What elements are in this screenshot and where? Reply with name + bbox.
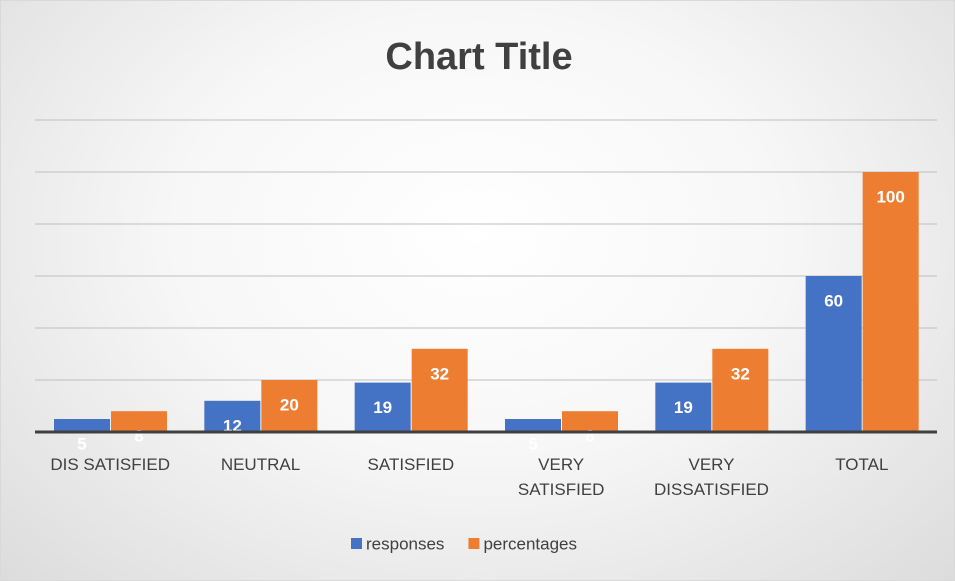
data-label: 8	[134, 427, 143, 446]
bar	[54, 419, 110, 432]
x-tick-label: SATISFIED	[367, 455, 455, 474]
bar	[261, 380, 318, 432]
legend-swatch	[468, 538, 480, 549]
legend-label: responses	[366, 534, 444, 553]
data-label: 5	[77, 434, 86, 453]
data-label: 19	[674, 398, 693, 417]
data-label: 8	[585, 427, 594, 446]
legend-swatch	[351, 538, 362, 549]
bar	[505, 419, 561, 432]
x-tick-label: NEUTRAL	[220, 455, 301, 474]
x-tick-label: VERY DISSATISFIED	[654, 455, 769, 499]
bar	[204, 400, 261, 432]
bar	[655, 382, 712, 432]
bar	[712, 348, 769, 432]
bar	[111, 411, 167, 432]
bar	[354, 382, 411, 432]
data-label: 19	[373, 398, 392, 417]
legend-label: percentages	[483, 534, 577, 553]
x-tick-label: VERY SATISFIED	[517, 455, 605, 499]
data-label: 5	[528, 434, 537, 453]
bar	[562, 411, 618, 432]
data-label: 60	[824, 291, 843, 310]
bar	[805, 276, 862, 432]
data-label: 32	[731, 364, 750, 383]
bar	[862, 172, 919, 432]
data-label: 100	[876, 187, 904, 206]
chart-title: Chart Title	[385, 36, 572, 78]
bar	[411, 348, 468, 432]
data-label: 20	[280, 395, 299, 414]
x-tick-label: TOTAL	[835, 455, 889, 474]
x-tick-label: DIS SATISFIED	[50, 455, 170, 474]
data-label: 32	[430, 364, 449, 383]
